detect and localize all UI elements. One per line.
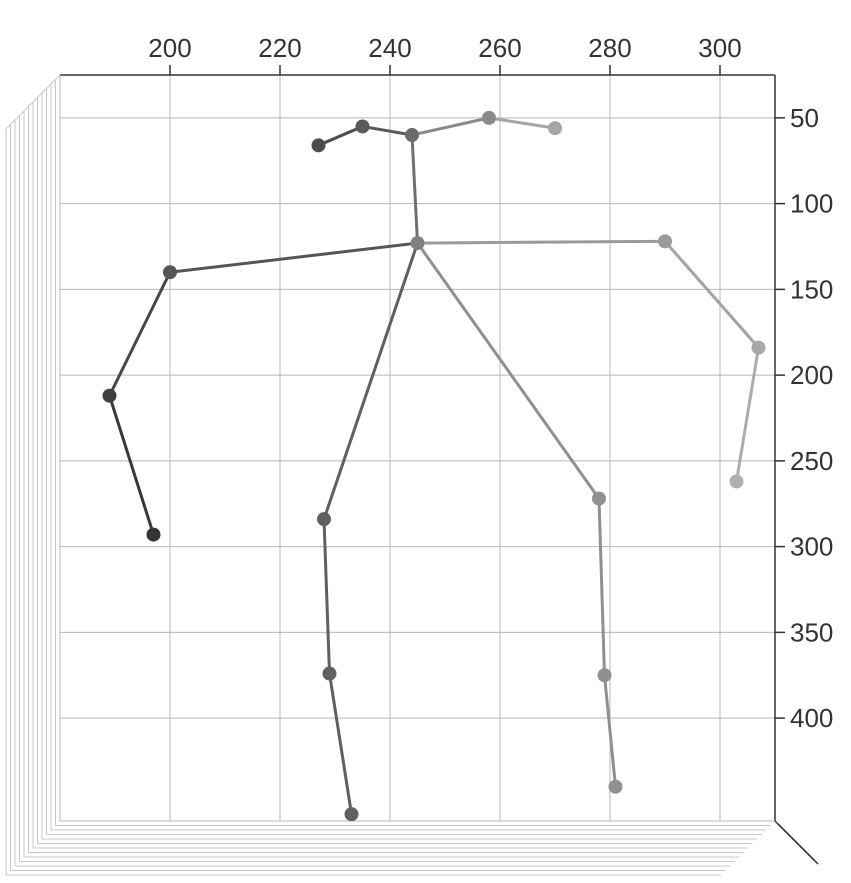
- joint-elbow_l: [752, 341, 765, 354]
- joint-hip_l: [593, 492, 606, 505]
- bone-neck-hip_r: [324, 243, 418, 519]
- y-tick-label: 400: [790, 703, 833, 733]
- joint-ear_r: [312, 139, 325, 152]
- joint-eye_l: [483, 111, 496, 124]
- joint-head_center: [406, 129, 419, 142]
- joint-neck: [411, 237, 424, 250]
- bone-neck-hip_l: [418, 243, 600, 499]
- skeleton-3d-plot: 200 220 240 260 280 300 50 100 150 200 250 300 350 40…: [0, 0, 851, 883]
- joint-ankle_r: [345, 808, 358, 821]
- joint-elbow_r: [103, 389, 116, 402]
- bone-ear_r-eye_r: [319, 126, 363, 145]
- joint-wrist_l: [730, 475, 743, 488]
- x-tick-label: 220: [258, 33, 301, 63]
- bone-elbow_r-wrist_r: [110, 396, 154, 535]
- joint-eye_r: [356, 120, 369, 133]
- y-tick-label: 300: [790, 532, 833, 562]
- bone-neck-shoulder_r: [170, 243, 418, 272]
- y-tick-label: 50: [790, 103, 819, 133]
- joint-knee_l: [598, 669, 611, 682]
- x-tick-label: 260: [478, 33, 521, 63]
- x-tick-label: 200: [148, 33, 191, 63]
- bone-elbow_l-wrist_l: [737, 348, 759, 482]
- y-tick-label: 350: [790, 617, 833, 647]
- y-tick-label: 250: [790, 446, 833, 476]
- y-tick-label: 200: [790, 360, 833, 390]
- joint-ear_l: [549, 122, 562, 135]
- bone-neck-shoulder_l: [418, 241, 666, 243]
- x-tick-label: 280: [588, 33, 631, 63]
- bone-eye_l-ear_l: [489, 118, 555, 128]
- joint-shoulder_l: [659, 235, 672, 248]
- bone-shoulder_r-elbow_r: [110, 272, 171, 395]
- bone-shoulder_l-elbow_l: [665, 241, 759, 347]
- y-tick-label: 100: [790, 189, 833, 219]
- bone-head_center-neck: [412, 135, 418, 243]
- joint-ankle_l: [609, 780, 622, 793]
- bone-knee_r-ankle_r: [330, 674, 352, 815]
- joint-hip_r: [318, 513, 331, 526]
- bone-hip_l-knee_l: [599, 499, 605, 676]
- joint-knee_r: [323, 667, 336, 680]
- x-tick-label: 300: [698, 33, 741, 63]
- bone-eye_r-head_center: [363, 126, 413, 135]
- x-tick-label: 240: [368, 33, 411, 63]
- bone-head_center-eye_l: [412, 118, 489, 135]
- joint-shoulder_r: [164, 266, 177, 279]
- joint-wrist_r: [147, 528, 160, 541]
- y-tick-label: 150: [790, 274, 833, 304]
- bone-hip_r-knee_r: [324, 519, 330, 673]
